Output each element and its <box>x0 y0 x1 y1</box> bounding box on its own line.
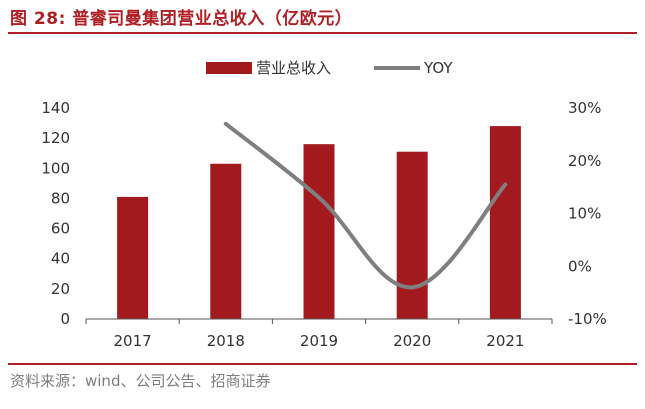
legend-label-bar: 营业总收入 <box>256 59 331 77</box>
bar <box>489 126 521 319</box>
y-left-tick-label: 20 <box>51 280 70 298</box>
bar <box>117 196 149 319</box>
source-rule <box>8 363 637 365</box>
yoy-line <box>223 121 508 290</box>
bar <box>303 144 335 319</box>
y-right-tick-label: 20% <box>568 152 601 170</box>
y-left-tick-label: 0 <box>60 310 70 328</box>
x-tick-label: 2020 <box>393 332 431 350</box>
title-rule <box>8 32 637 34</box>
y-left-tick-label: 140 <box>41 99 70 117</box>
y-right-tick-label: 30% <box>568 99 601 117</box>
y-left-tick-label: 40 <box>51 250 70 268</box>
x-tick-label: 2018 <box>207 332 245 350</box>
y-left-tick-label: 100 <box>41 159 70 177</box>
source-note: 资料来源：wind、公司公告、招商证券 <box>10 372 271 390</box>
y-right-tick-label: -10% <box>568 310 607 328</box>
y-left-tick-label: 80 <box>51 189 70 207</box>
figure-title: 图 28: 普睿司曼集团营业总收入（亿欧元） <box>10 9 353 29</box>
y-left-tick-label: 60 <box>51 220 70 238</box>
legend-swatch-bar <box>206 62 252 74</box>
legend-label-line: YOY <box>423 59 453 77</box>
y-right-tick-label: 10% <box>568 205 601 223</box>
x-tick-label: 2019 <box>300 332 338 350</box>
y-left-tick-label: 120 <box>41 129 70 147</box>
bar <box>210 163 242 319</box>
bar <box>396 151 428 319</box>
y-right-tick-label: 0% <box>568 257 592 275</box>
x-tick-label: 2021 <box>486 332 524 350</box>
x-tick-label: 2017 <box>114 332 152 350</box>
